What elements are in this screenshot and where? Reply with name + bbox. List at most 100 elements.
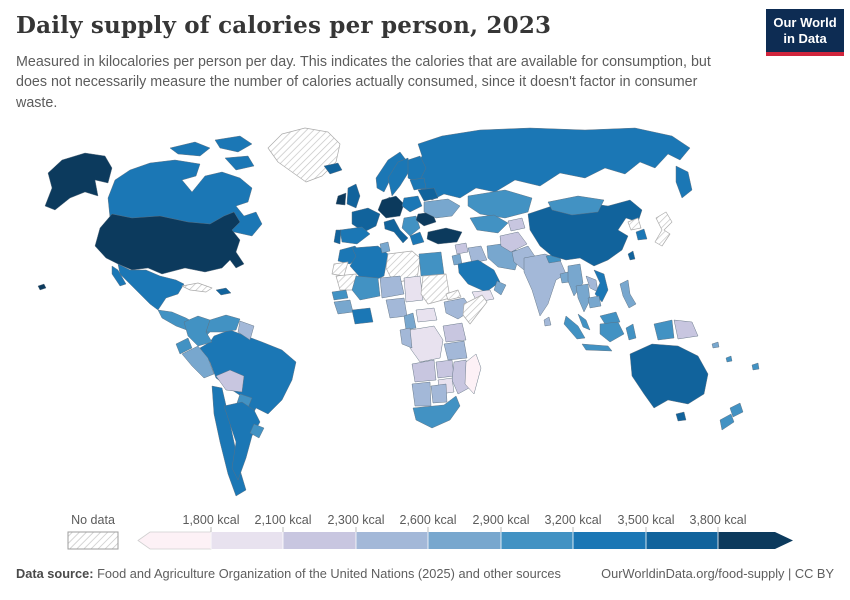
country-canada[interactable]: Canada xyxy=(107,135,263,241)
country-tanzania[interactable]: Tanzania xyxy=(443,340,468,361)
country-oman[interactable]: Oman xyxy=(493,280,507,296)
country-russia[interactable]: Russia xyxy=(413,127,693,201)
country-guinea[interactable]: Guinea xyxy=(333,299,354,315)
country-central-europe[interactable]: Central Europe xyxy=(377,195,405,219)
country-balkans[interactable]: Balkans xyxy=(401,215,421,237)
country-kazakhstan[interactable]: Kazakhstan xyxy=(467,189,533,219)
country-uruguay[interactable]: Uruguay xyxy=(249,423,265,439)
country-colombia[interactable]: Colombia xyxy=(183,315,213,347)
country-hawaii[interactable]: Hawaii xyxy=(37,283,47,291)
country-kyrgyzstan-tajikistan[interactable]: Kyrgyzstan-Tajikistan xyxy=(507,217,526,232)
country-cuba[interactable]: Cuba xyxy=(181,282,213,293)
country-mongolia[interactable]: Mongolia xyxy=(547,195,605,216)
country-uganda-kenya[interactable]: Uganda-Kenya xyxy=(442,322,467,343)
legend-bin-4[interactable] xyxy=(356,532,428,549)
legend-bin-1[interactable] xyxy=(137,531,212,550)
country-cameroon[interactable]: Cameroon xyxy=(403,312,417,331)
country-sri-lanka[interactable]: Sri Lanka xyxy=(543,316,552,327)
country-mozambique[interactable]: Mozambique xyxy=(451,359,470,395)
country-peru[interactable]: Peru xyxy=(181,345,215,379)
country-zambia[interactable]: Zambia xyxy=(435,359,455,379)
country-new-zealand[interactable]: New Zealand xyxy=(719,402,744,431)
country-greece[interactable]: Greece xyxy=(409,231,425,246)
country-papua-new-guinea[interactable]: Papua New Guinea xyxy=(673,319,699,340)
legend-bin-8[interactable] xyxy=(646,532,718,549)
country-turkey[interactable]: Turkey xyxy=(426,227,463,245)
country-india[interactable]: India xyxy=(523,253,567,317)
country-taiwan[interactable]: Taiwan xyxy=(627,250,636,261)
country-botswana[interactable]: Botswana xyxy=(430,383,448,404)
country-chad[interactable]: Chad xyxy=(403,275,424,303)
country-afghanistan[interactable]: Afghanistan xyxy=(499,231,528,253)
country-france[interactable]: France xyxy=(351,207,381,233)
country-mali[interactable]: Mali xyxy=(351,275,381,301)
country-venezuela[interactable]: Venezuela xyxy=(205,314,241,333)
country-thailand[interactable]: Thailand xyxy=(575,283,591,313)
country-tasmania[interactable]: Tasmania xyxy=(675,411,687,422)
legend-bin-7[interactable] xyxy=(573,532,646,549)
country-greenland[interactable]: Greenland xyxy=(267,127,341,183)
country-argentina[interactable]: Argentina xyxy=(223,401,261,481)
country-somalia[interactable]: Somalia xyxy=(462,294,488,325)
country-bolivia[interactable]: Bolivia xyxy=(215,369,245,393)
country-vanuatu[interactable]: Vanuatu xyxy=(725,355,733,363)
country-gabon-congo[interactable]: Gabon-Congo xyxy=(399,327,413,349)
country-niger[interactable]: Niger xyxy=(379,275,405,299)
country-madagascar[interactable]: Madagascar xyxy=(464,353,482,395)
country-egypt[interactable]: Egypt xyxy=(418,251,445,277)
country-central-african-republic[interactable]: Central African Republic xyxy=(415,307,438,323)
country-malaysia[interactable]: Malaysia xyxy=(577,311,621,331)
country-guyanas[interactable]: Guyanas xyxy=(237,320,255,341)
country-nigeria[interactable]: Nigeria xyxy=(385,297,408,319)
country-finland[interactable]: Finland xyxy=(407,155,427,185)
country-poland[interactable]: Poland xyxy=(401,195,423,213)
country-australia[interactable]: Australia xyxy=(629,343,709,409)
legend-bin-3[interactable] xyxy=(283,532,356,549)
country-namibia[interactable]: Namibia xyxy=(411,381,432,407)
country-vietnam[interactable]: Vietnam xyxy=(593,269,609,303)
owid-logo[interactable]: Our World in Data xyxy=(766,9,844,56)
country-senegal[interactable]: Senegal xyxy=(331,289,349,301)
country-south-africa[interactable]: South Africa xyxy=(412,395,461,429)
country-china[interactable]: China xyxy=(527,199,643,267)
country-south-korea[interactable]: South Korea xyxy=(635,228,648,241)
country-iceland[interactable]: Iceland xyxy=(323,162,343,175)
country-united-kingdom[interactable]: United Kingdom xyxy=(346,183,361,209)
legend-bin-9[interactable] xyxy=(718,532,793,549)
legend-bin-6[interactable] xyxy=(501,532,573,549)
country-mexico[interactable]: Mexico xyxy=(111,263,185,311)
country-baltics[interactable]: Baltics xyxy=(409,177,427,191)
country-saudi-arabia[interactable]: Saudi Arabia xyxy=(457,259,501,293)
country-north-korea[interactable]: North Korea xyxy=(627,217,642,231)
country-dr-congo[interactable]: DR Congo xyxy=(409,325,444,363)
country-belarus[interactable]: Belarus xyxy=(417,187,439,202)
legend-bin-5[interactable] xyxy=(428,532,501,549)
legend-bin-2[interactable] xyxy=(211,532,283,549)
country-solomon-islands[interactable]: Solomon Islands xyxy=(711,341,720,349)
country-iraq[interactable]: Iraq xyxy=(467,245,488,264)
country-brazil[interactable]: Brazil xyxy=(199,329,297,421)
country-japan[interactable]: Japan xyxy=(654,211,673,247)
country-fiji[interactable]: Fiji xyxy=(751,362,760,371)
country-uzbekistan-turkmenistan[interactable]: Uzbekistan-Turkmenistan xyxy=(469,214,509,234)
country-indonesia[interactable]: Indonesia xyxy=(563,315,675,352)
country-portugal[interactable]: Portugal xyxy=(333,229,342,245)
license-note[interactable]: OurWorldinData.org/food-supply | CC BY xyxy=(601,566,834,581)
country-hispaniola[interactable]: Hispaniola xyxy=(215,287,232,296)
country-italy[interactable]: Italy xyxy=(383,218,409,244)
country-western-sahara[interactable]: Western Sahara xyxy=(331,261,349,277)
country-spain[interactable]: Spain xyxy=(339,226,371,245)
country-united-states[interactable]: United States xyxy=(44,152,245,275)
country-tunisia[interactable]: Tunisia xyxy=(379,241,391,254)
country-angola[interactable]: Angola xyxy=(411,359,437,383)
country-philippines[interactable]: Philippines xyxy=(619,279,637,309)
country-ecuador[interactable]: Ecuador xyxy=(175,337,193,355)
country-ireland[interactable]: Ireland xyxy=(335,192,347,206)
legend-no-data-swatch[interactable] xyxy=(67,531,119,550)
country-eritrea[interactable]: Eritrea xyxy=(445,289,462,301)
country-cambodia[interactable]: Cambodia xyxy=(587,295,602,309)
country-ukraine[interactable]: Ukraine xyxy=(423,198,461,219)
country-ivory-coast-ghana[interactable]: Ivory Coast-Ghana xyxy=(351,307,374,325)
country-syria[interactable]: Syria xyxy=(454,242,469,255)
country-sudan[interactable]: Sudan xyxy=(420,273,451,305)
